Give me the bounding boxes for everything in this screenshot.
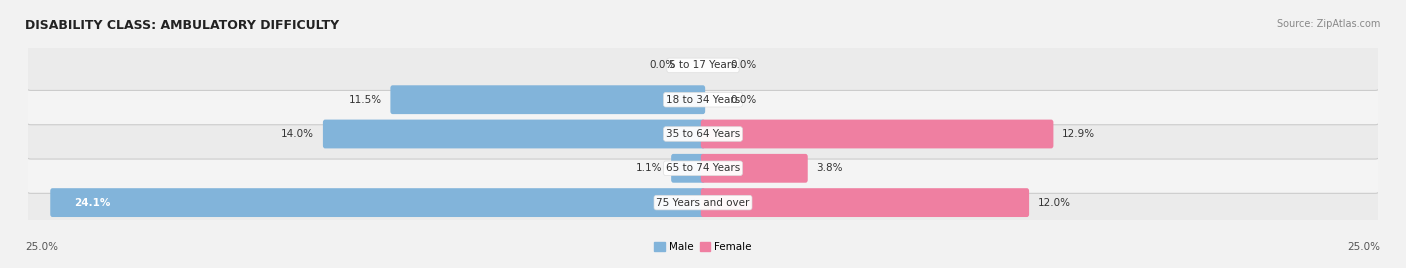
Text: 11.5%: 11.5%: [349, 95, 382, 105]
Text: 0.0%: 0.0%: [730, 60, 756, 70]
Text: 1.1%: 1.1%: [636, 163, 662, 173]
FancyBboxPatch shape: [24, 109, 1382, 159]
Text: 14.0%: 14.0%: [281, 129, 315, 139]
Text: DISABILITY CLASS: AMBULATORY DIFFICULTY: DISABILITY CLASS: AMBULATORY DIFFICULTY: [25, 19, 339, 32]
Text: Source: ZipAtlas.com: Source: ZipAtlas.com: [1277, 19, 1381, 29]
Text: 25.0%: 25.0%: [1348, 242, 1381, 252]
FancyBboxPatch shape: [24, 143, 1382, 193]
FancyBboxPatch shape: [51, 188, 706, 217]
Legend: Male, Female: Male, Female: [654, 242, 752, 252]
FancyBboxPatch shape: [24, 75, 1382, 125]
FancyBboxPatch shape: [700, 188, 1029, 217]
Text: 25.0%: 25.0%: [25, 242, 58, 252]
FancyBboxPatch shape: [323, 120, 706, 148]
Text: 35 to 64 Years: 35 to 64 Years: [666, 129, 740, 139]
FancyBboxPatch shape: [700, 120, 1053, 148]
Text: 18 to 34 Years: 18 to 34 Years: [666, 95, 740, 105]
Text: 65 to 74 Years: 65 to 74 Years: [666, 163, 740, 173]
Text: 3.8%: 3.8%: [817, 163, 842, 173]
Text: 0.0%: 0.0%: [730, 95, 756, 105]
Text: 5 to 17 Years: 5 to 17 Years: [669, 60, 737, 70]
Text: 0.0%: 0.0%: [650, 60, 676, 70]
Text: 12.0%: 12.0%: [1038, 198, 1071, 208]
Text: 24.1%: 24.1%: [75, 198, 111, 208]
FancyBboxPatch shape: [700, 154, 807, 183]
FancyBboxPatch shape: [391, 85, 706, 114]
Text: 12.9%: 12.9%: [1062, 129, 1095, 139]
FancyBboxPatch shape: [24, 178, 1382, 228]
FancyBboxPatch shape: [24, 40, 1382, 90]
FancyBboxPatch shape: [671, 154, 706, 183]
Text: 75 Years and over: 75 Years and over: [657, 198, 749, 208]
